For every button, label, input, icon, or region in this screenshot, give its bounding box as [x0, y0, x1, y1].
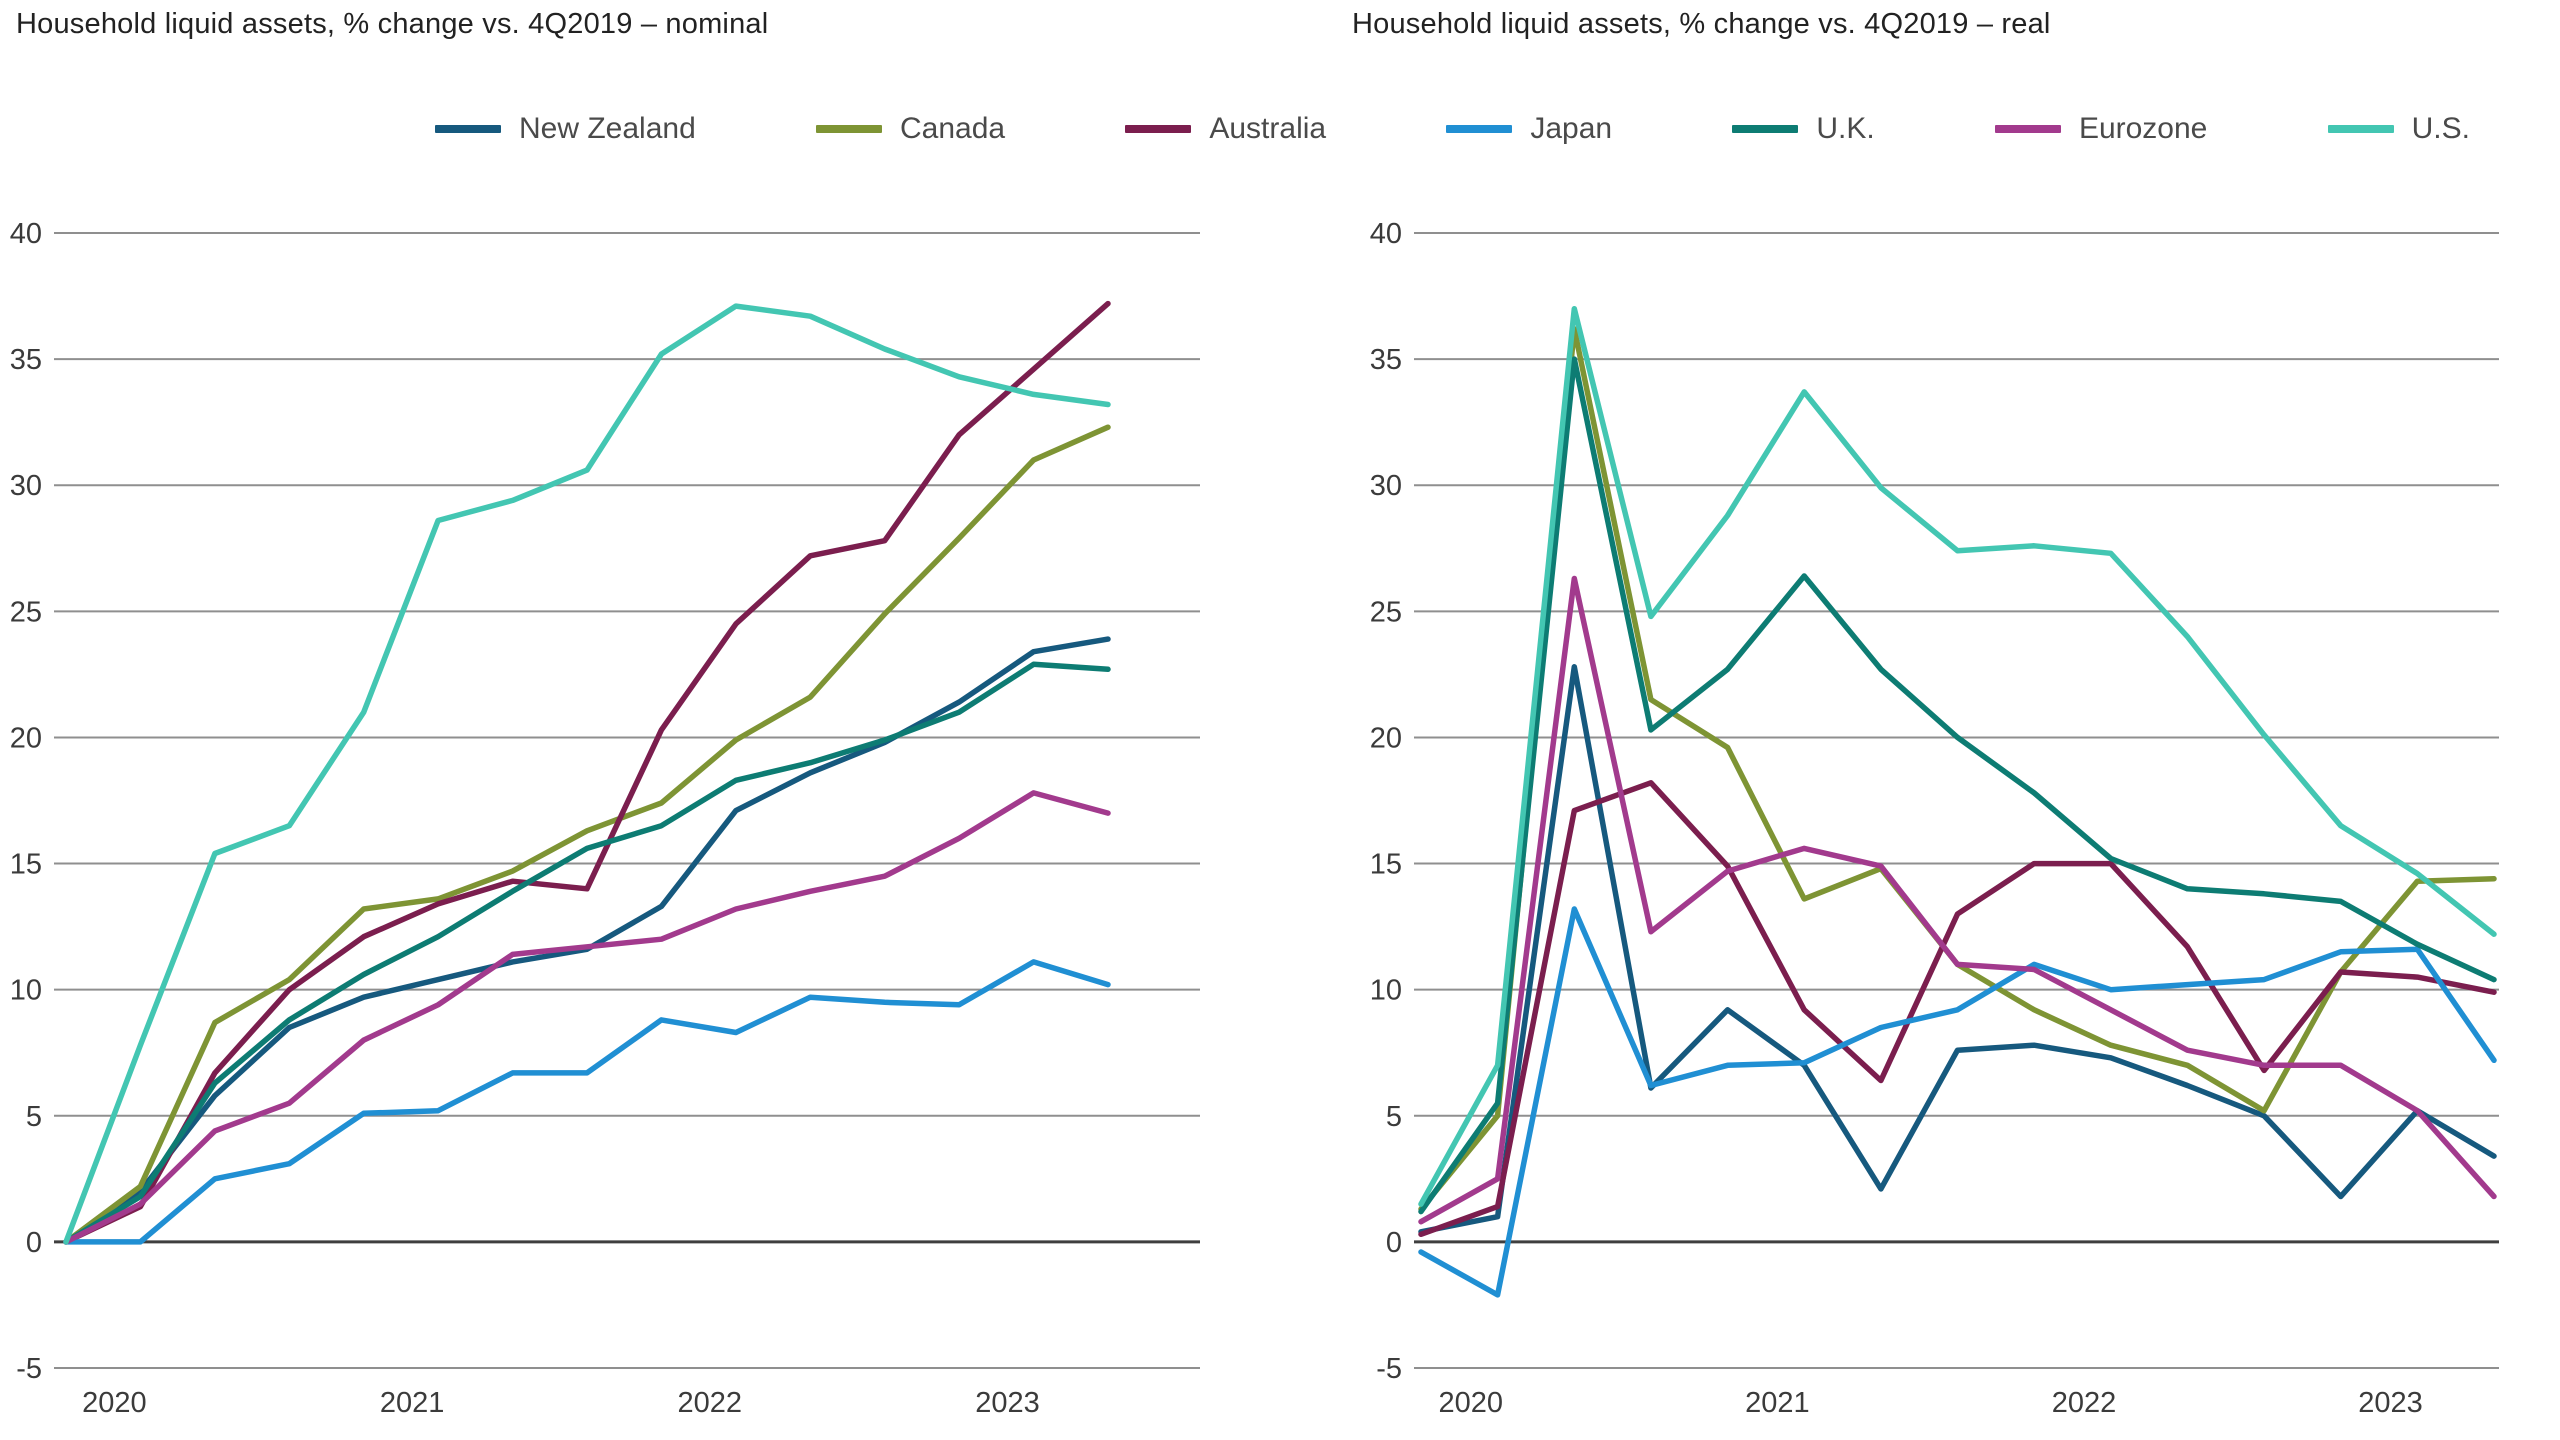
- y-tick-label-30: 30: [10, 470, 42, 502]
- series-line-australia-real: [1418, 780, 2497, 1238]
- y-tick-label-20: 20: [1370, 722, 1402, 754]
- series-line-new-zealand-real: [1418, 664, 2497, 1235]
- legend-swatch-japan: [1446, 125, 1513, 133]
- y-tick-label-25: 25: [10, 596, 42, 628]
- y-tick-label-35: 35: [10, 344, 42, 376]
- series-line-canada-real: [1418, 326, 2497, 1212]
- y-tick-label-10: 10: [10, 975, 42, 1007]
- y-tick-label-30: 30: [1370, 470, 1402, 502]
- legend-swatch-new-zealand: [435, 125, 501, 133]
- legend-label-u-k: U.K.: [1816, 112, 1875, 145]
- y-tick-label-15: 15: [10, 849, 42, 881]
- series-line-u-s-nominal: [63, 303, 1111, 1245]
- legend-swatch-eurozone: [1994, 125, 2061, 133]
- x-tick-label-2020: 2020: [1439, 1387, 1504, 1419]
- series-line-u-s-real: [1418, 305, 2497, 1207]
- legend-swatch-u-k: [1732, 125, 1799, 133]
- x-tick-label-2023: 2023: [2358, 1387, 2423, 1419]
- legend-swatch-u-s: [2327, 125, 2394, 133]
- series-line-australia-nominal: [63, 300, 1111, 1245]
- x-tick-label-2021: 2021: [1745, 1387, 1810, 1419]
- legend-swatch-australia: [1125, 125, 1192, 133]
- legend-item-canada: Canada: [816, 112, 1005, 146]
- legend-label-canada: Canada: [900, 112, 1006, 145]
- series-line-new-zealand-nominal: [63, 636, 1111, 1245]
- x-tick-label-2023: 2023: [975, 1387, 1040, 1419]
- legend-item-eurozone: Eurozone: [1994, 112, 2208, 146]
- y-tick-label-40: 40: [1370, 218, 1402, 250]
- y-tick-label--5: -5: [16, 1353, 42, 1385]
- legend-label-new-zealand: New Zealand: [519, 112, 696, 145]
- y-tick-label-5: 5: [1386, 1101, 1402, 1133]
- y-tick-label-25: 25: [1370, 596, 1402, 628]
- legend-label-eurozone: Eurozone: [2078, 112, 2208, 145]
- y-tick-label-20: 20: [10, 722, 42, 754]
- series-line-eurozone-real: [1418, 575, 2497, 1225]
- x-tick-label-2020: 2020: [82, 1387, 147, 1419]
- legend-label-japan: Japan: [1530, 112, 1613, 145]
- legend-item-u-s: U.S.: [2327, 112, 2470, 146]
- legend-label-u-s: U.S.: [2411, 112, 2470, 145]
- series-line-canada-nominal: [63, 424, 1111, 1245]
- y-tick-label-0: 0: [1386, 1227, 1402, 1259]
- x-tick-label-2022: 2022: [678, 1387, 743, 1419]
- legend-item-australia: Australia: [1125, 112, 1326, 146]
- series-line-u-k-real: [1418, 356, 2497, 1215]
- legend-item-u-k: U.K.: [1732, 112, 1875, 146]
- y-tick-label-15: 15: [1370, 849, 1402, 881]
- chart-title-real: Household liquid assets, % change vs. 4Q…: [1352, 8, 2051, 40]
- legend-item-new-zealand: New Zealand: [435, 112, 696, 146]
- series-line-u-k-nominal: [63, 661, 1111, 1245]
- legend-swatch-canada: [816, 125, 883, 133]
- y-tick-label--5: -5: [1376, 1353, 1402, 1385]
- chart-title-nominal: Household liquid assets, % change vs. 4Q…: [16, 8, 769, 40]
- series-line-japan-nominal: [63, 959, 1111, 1245]
- legend: New Zealand Canada Australia Japan U.K. Euroz…: [435, 112, 2470, 146]
- y-tick-label-10: 10: [1370, 975, 1402, 1007]
- legend-label-australia: Australia: [1209, 112, 1327, 145]
- y-tick-label-0: 0: [26, 1227, 42, 1259]
- x-tick-label-2022: 2022: [2052, 1387, 2117, 1419]
- x-tick-label-2021: 2021: [380, 1387, 445, 1419]
- series-line-japan-real: [1418, 906, 2497, 1298]
- y-tick-label-35: 35: [1370, 344, 1402, 376]
- y-tick-label-5: 5: [26, 1101, 42, 1133]
- series-line-eurozone-nominal: [63, 790, 1111, 1245]
- y-tick-label-40: 40: [10, 218, 42, 250]
- legend-item-japan: Japan: [1446, 112, 1612, 146]
